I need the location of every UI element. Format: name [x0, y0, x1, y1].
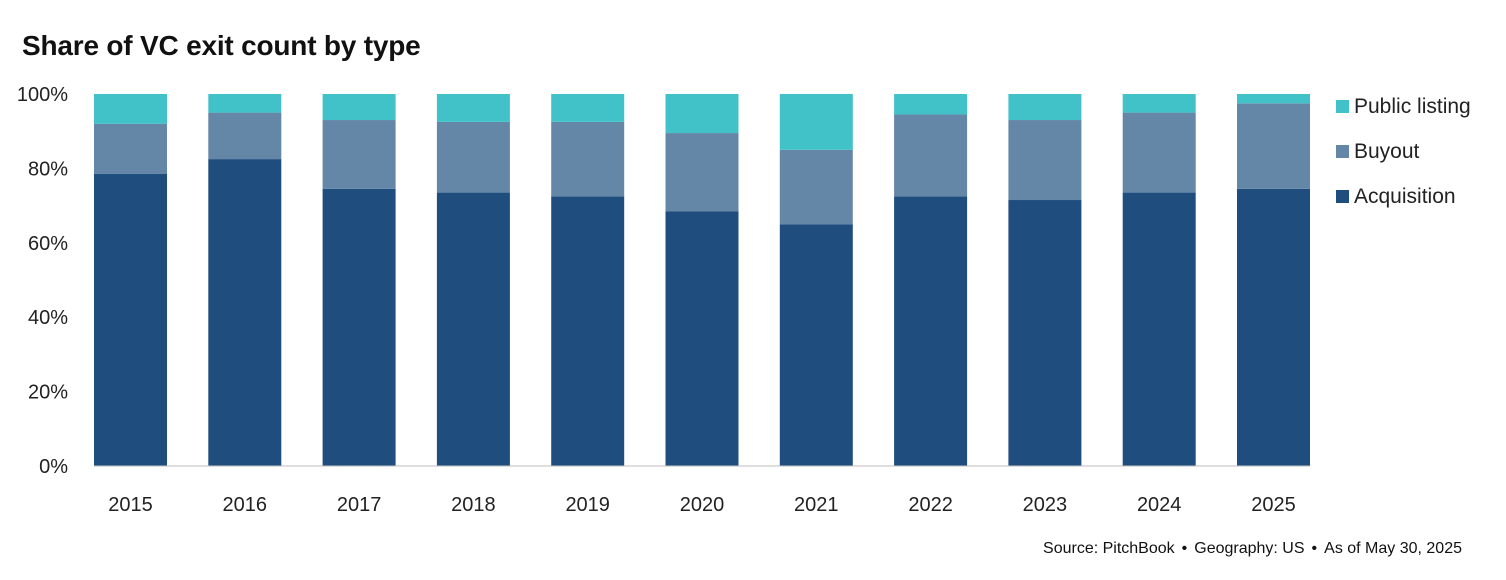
bar-segment-acquisition: [94, 173, 167, 467]
legend-swatch-buyout: [1336, 145, 1349, 158]
y-tick-label: 80%: [28, 158, 68, 180]
bar-stack-2020: [665, 94, 739, 466]
legend-label-buyout: Buyout: [1354, 139, 1420, 163]
bar-segment-public-listing: [551, 94, 625, 122]
y-tick-label: 100%: [17, 84, 68, 106]
legend: Public listing Buyout Acquisition: [1336, 84, 1471, 219]
source-text: Source: PitchBook: [1043, 540, 1175, 557]
legend-item-buyout: Buyout: [1336, 129, 1471, 174]
bar-stack-2018: [436, 94, 510, 466]
legend-label-acquisition: Acquisition: [1354, 184, 1456, 208]
x-tick-label: 2020: [680, 494, 725, 516]
bar-segment-acquisition: [436, 192, 510, 466]
geography-text: Geography: US: [1194, 540, 1305, 557]
x-tick-label: 2022: [908, 494, 953, 516]
bar-stack-2022: [894, 94, 968, 467]
bar-segment-acquisition: [1008, 200, 1082, 466]
bars-group: [94, 94, 1310, 467]
bar-segment-buyout: [1237, 103, 1310, 189]
bar-segment-buyout: [322, 120, 396, 189]
legend-item-public-listing: Public listing: [1336, 84, 1471, 129]
bar-segment-buyout: [1008, 120, 1082, 201]
bar-segment-buyout: [1122, 112, 1196, 193]
x-tick-label: 2019: [565, 494, 610, 516]
x-tick-label: 2024: [1137, 494, 1182, 516]
bar-segment-acquisition: [1237, 188, 1310, 467]
bar-segment-public-listing: [779, 94, 853, 150]
bar-stack-2021: [779, 94, 853, 466]
bar-stack-2023: [1008, 94, 1082, 466]
bar-stack-2024: [1122, 94, 1196, 466]
bar-segment-acquisition: [551, 196, 625, 467]
y-tick-label: 60%: [28, 233, 68, 255]
x-tick-label: 2016: [223, 494, 268, 516]
bar-segment-buyout: [94, 123, 167, 174]
bar-segment-buyout: [436, 121, 510, 193]
legend-item-acquisition: Acquisition: [1336, 174, 1471, 219]
bar-segment-public-listing: [1237, 94, 1310, 104]
bar-segment-acquisition: [322, 188, 396, 467]
x-tick-label: 2023: [1023, 494, 1068, 516]
source-separator: •: [1311, 540, 1318, 557]
x-tick-label: 2015: [108, 494, 153, 516]
bar-segment-public-listing: [665, 94, 739, 134]
as-of-text: As of May 30, 2025: [1324, 540, 1462, 557]
bar-segment-acquisition: [1122, 192, 1196, 466]
bar-segment-public-listing: [322, 94, 396, 121]
bar-segment-acquisition: [665, 211, 739, 466]
bar-stack-2015: [94, 94, 167, 467]
bar-segment-public-listing: [1122, 94, 1196, 113]
x-tick-label: 2025: [1251, 494, 1296, 516]
bar-segment-buyout: [894, 114, 968, 197]
legend-label-public-listing: Public listing: [1354, 94, 1471, 118]
x-tick-label: 2017: [337, 494, 382, 516]
x-tick-label: 2018: [451, 494, 496, 516]
y-tick-label: 20%: [28, 382, 68, 404]
bar-segment-public-listing: [208, 94, 282, 113]
bar-stack-2016: [208, 94, 282, 466]
bar-segment-public-listing: [94, 94, 167, 124]
source-note: Source: PitchBook • Geography: US • As of Ma…: [1043, 540, 1462, 558]
source-separator: •: [1181, 540, 1188, 557]
bar-segment-public-listing: [1008, 94, 1082, 121]
chart-title: Share of VC exit count by type: [22, 30, 421, 61]
bar-stack-2019: [551, 94, 625, 467]
x-tick-label: 2021: [794, 494, 839, 516]
bar-segment-public-listing: [436, 94, 510, 122]
y-tick-label: 40%: [28, 307, 68, 329]
legend-swatch-acquisition: [1336, 190, 1349, 203]
bar-segment-buyout: [551, 121, 625, 197]
bar-segment-acquisition: [779, 224, 853, 466]
bar-segment-buyout: [779, 149, 853, 225]
bar-segment-public-listing: [894, 94, 968, 115]
bar-segment-buyout: [208, 112, 282, 160]
bar-stack-2017: [322, 94, 396, 467]
y-tick-label: 0%: [39, 456, 68, 478]
bar-segment-acquisition: [208, 159, 282, 466]
x-axis: 2015 2016 2017 2018 2019 2020 2021 2022 2023 2024…: [108, 494, 1296, 516]
bar-stack-2025: [1237, 94, 1310, 467]
legend-swatch-public-listing: [1336, 100, 1349, 113]
y-axis: 0% 20% 40% 60% 80% 100%: [17, 84, 68, 478]
bar-segment-acquisition: [894, 196, 968, 467]
bar-segment-buyout: [665, 133, 739, 212]
